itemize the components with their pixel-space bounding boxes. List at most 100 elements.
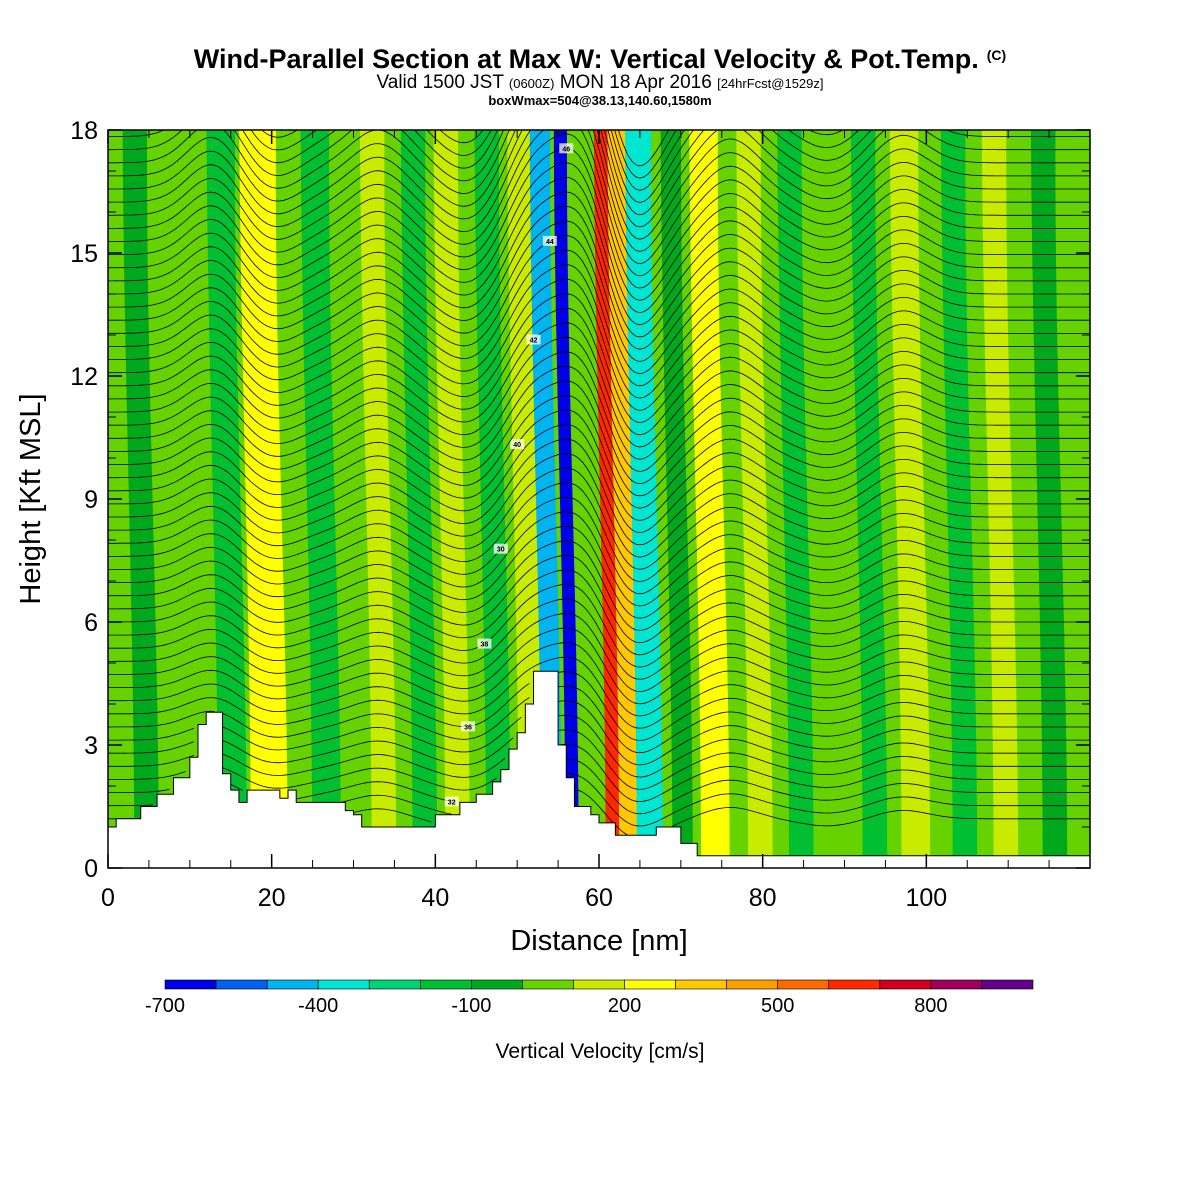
theta-contour xyxy=(108,424,1090,534)
theta-contour xyxy=(108,130,1090,203)
theta-contour xyxy=(108,322,1090,448)
theta-contour xyxy=(108,656,1090,729)
theta-label-text: 38 xyxy=(481,642,489,649)
theta-contour xyxy=(108,130,1090,228)
theta-contour xyxy=(108,380,1090,497)
velocity-band xyxy=(625,130,663,868)
velocity-band xyxy=(433,130,470,868)
colorbar-swatch xyxy=(266,979,319,990)
theta-label-text: 46 xyxy=(562,146,570,153)
theta-contour xyxy=(108,130,1090,277)
velocity-band xyxy=(689,130,730,868)
y-tick-label: 3 xyxy=(84,732,98,760)
theta-label: 32 xyxy=(444,796,459,807)
velocity-band xyxy=(300,130,341,868)
theta-contour xyxy=(108,133,1090,289)
velocity-band xyxy=(736,130,773,868)
colorbar-swatch xyxy=(368,979,421,990)
theta-contour xyxy=(108,743,1090,803)
colorbar-swatch xyxy=(879,979,932,990)
theta-contour xyxy=(108,235,1090,375)
theta-contour xyxy=(108,147,1090,301)
theta-contour xyxy=(108,482,1090,582)
x-axis-title: Distance [nm] xyxy=(510,925,687,957)
theta-label-bg xyxy=(559,143,574,154)
chart-title: Wind-Parallel Section at Max W: Vertical… xyxy=(0,44,1200,75)
theta-contour xyxy=(108,191,1090,338)
theta-label-text: 40 xyxy=(513,442,521,449)
theta-contour xyxy=(108,176,1090,326)
y-tick-label: 9 xyxy=(84,486,98,514)
theta-label: 44 xyxy=(542,235,557,246)
theta-contour xyxy=(108,409,1090,521)
theta-contour xyxy=(108,496,1090,595)
theta-label-bg xyxy=(510,439,525,450)
theta-label-bg xyxy=(542,235,557,246)
colorbar-swatch xyxy=(726,979,779,990)
theta-contour xyxy=(108,583,1090,668)
velocity-band xyxy=(940,130,978,868)
theta-contour xyxy=(250,130,860,191)
x-tick-label: 100 xyxy=(905,884,947,912)
velocity-band xyxy=(553,130,579,868)
theta-contour xyxy=(108,773,1090,827)
colorbar: -700 -400 -100 200 500 800 xyxy=(145,979,1034,1017)
colorbar-swatch xyxy=(419,979,472,990)
theta-contour xyxy=(108,729,1090,790)
velocity-band xyxy=(239,130,288,868)
y-tick-label: 12 xyxy=(70,363,98,391)
colorbar-swatch xyxy=(215,979,268,990)
velocity-band xyxy=(850,130,888,868)
theta-label-text: 36 xyxy=(464,724,472,731)
theta-contour xyxy=(108,700,1090,766)
colorbar-swatch xyxy=(777,979,830,990)
box-info: boxWmax=504@38.13,140.60,1580m xyxy=(488,93,712,108)
theta-contour xyxy=(108,453,1090,558)
theta-label-text: 42 xyxy=(530,337,538,344)
colorbar-swatch xyxy=(164,979,217,990)
velocity-band xyxy=(607,130,640,868)
theta-contour xyxy=(108,130,1090,265)
forecast-info: [24hrFcst@1529z] xyxy=(717,76,824,91)
theta-contour xyxy=(108,613,1090,693)
theta-contour xyxy=(108,130,1090,252)
theta-contour xyxy=(108,394,1090,509)
x-tick-label: 0 xyxy=(101,884,115,912)
theta-label: 42 xyxy=(526,334,541,345)
theta-contour xyxy=(108,293,1090,424)
colorbar-swatch xyxy=(317,979,370,990)
velocity-band xyxy=(122,130,159,868)
y-axis-title: Height [Kft MSL] xyxy=(15,393,47,604)
theta-contour xyxy=(108,540,1090,631)
theta-label: 36 xyxy=(461,721,476,732)
colorbar-tick-label: 500 xyxy=(761,995,794,1017)
theta-contour xyxy=(108,264,1090,399)
terrain xyxy=(108,670,1090,868)
theta-contour xyxy=(108,758,1090,815)
colorbar-tick-label: -400 xyxy=(298,995,338,1017)
theta-contour xyxy=(108,627,1090,705)
theta-label: 38 xyxy=(477,638,492,649)
theta-contour xyxy=(108,205,1090,350)
theta-contour xyxy=(108,307,1090,436)
valid-utc: (0600Z) xyxy=(508,76,555,91)
theta-contour xyxy=(108,351,1090,472)
chart-subtitle: Valid 1500 JST (0600Z) MON 18 Apr 2016 [… xyxy=(0,72,1200,94)
theta-label: 30 xyxy=(493,543,508,554)
colorbar-swatch xyxy=(471,979,523,990)
theta-contour xyxy=(108,511,1090,607)
velocity-band xyxy=(889,130,931,868)
theta-contour xyxy=(108,569,1090,656)
title-main: Wind-Parallel Section at Max W: Vertical… xyxy=(193,44,979,74)
theta-label-text: 30 xyxy=(497,547,505,554)
terrain-profile xyxy=(108,670,1090,868)
theta-contour xyxy=(108,525,1090,619)
x-tick-label: 60 xyxy=(585,884,613,912)
theta-contour xyxy=(108,598,1090,680)
theta-contour xyxy=(108,249,1090,387)
theta-contour xyxy=(108,554,1090,644)
theta-contour xyxy=(108,220,1090,362)
valid-prefix: Valid 1500 JST xyxy=(376,72,504,93)
theta-contour xyxy=(108,278,1090,411)
